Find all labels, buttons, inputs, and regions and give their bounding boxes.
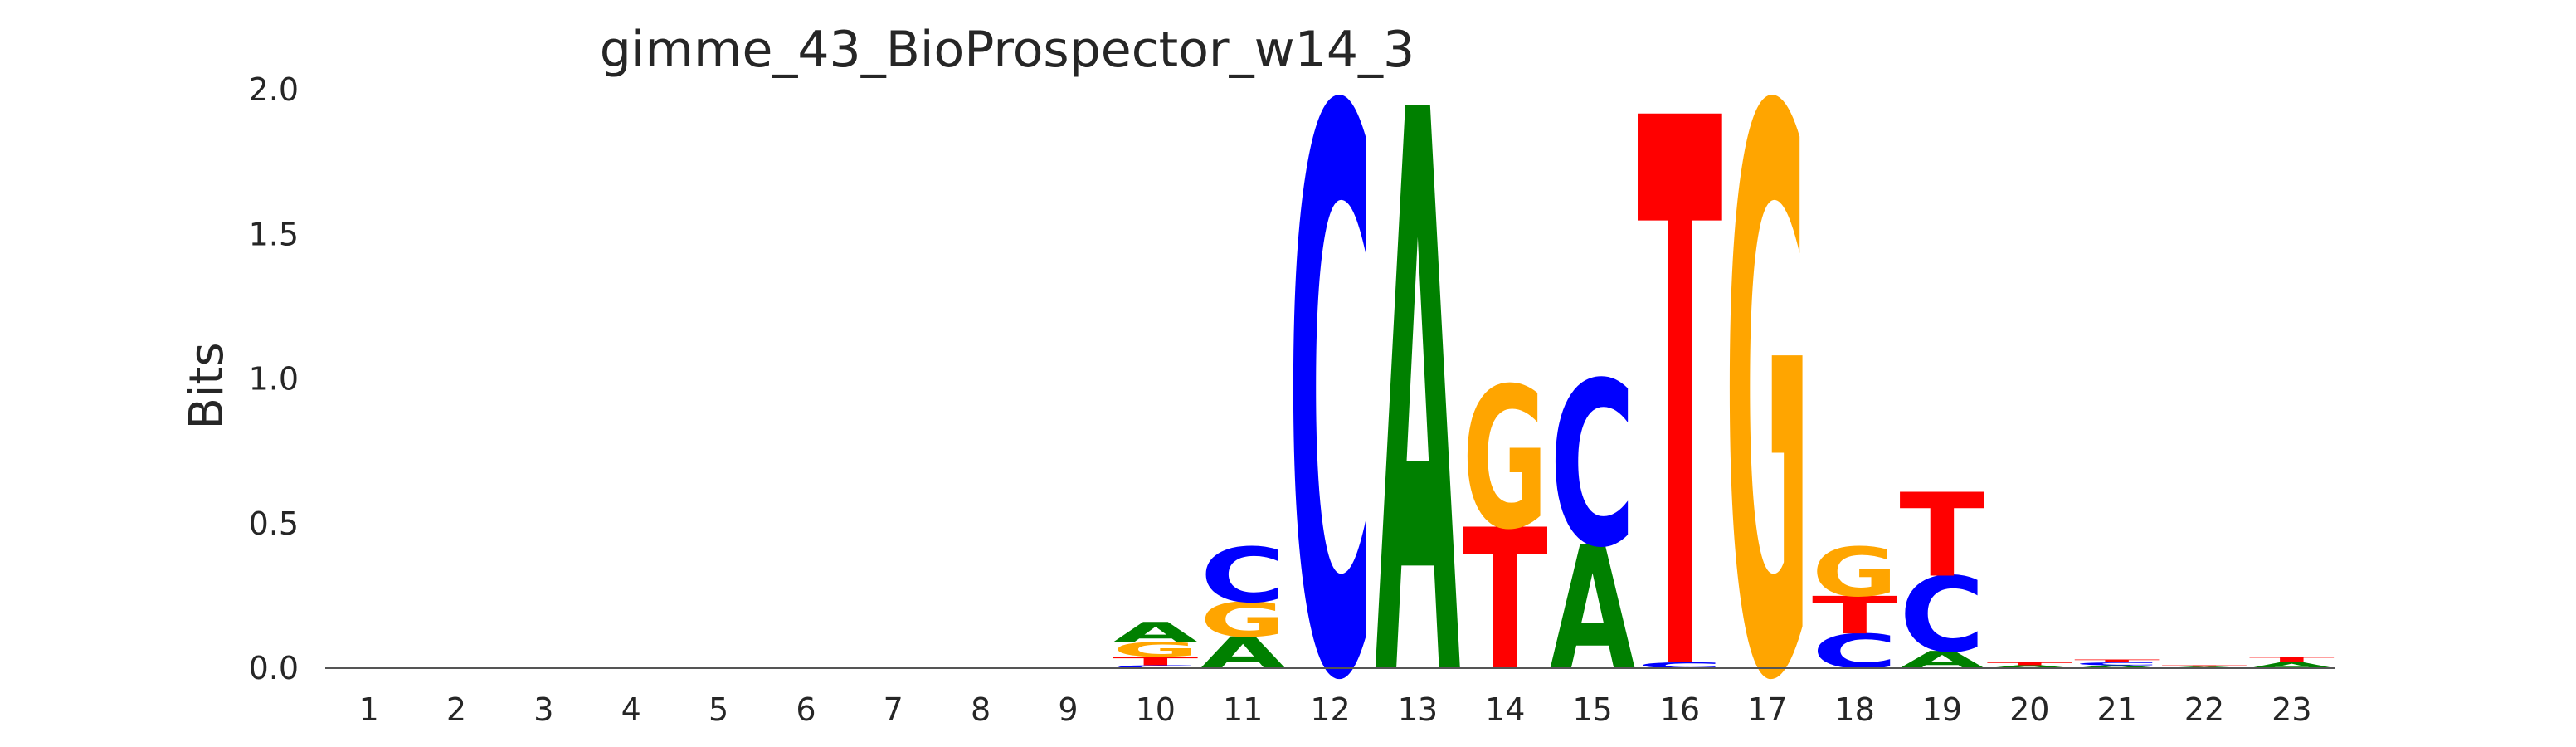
logo-letter-C: C	[1550, 335, 1635, 598]
logo-letter-G: G	[1463, 348, 1548, 574]
x-tick-label: 11	[1223, 691, 1263, 728]
logo-letter-T: T	[2161, 665, 2247, 667]
y-tick-label: 0.5	[249, 505, 299, 542]
logo-letter-A: A	[1899, 646, 1985, 674]
logo-letter-A: A	[1375, 0, 1461, 747]
logo-letter-G: G	[1812, 534, 1897, 612]
logo-letter-C: C	[2074, 662, 2160, 666]
x-tick-label: 16	[1660, 691, 1700, 728]
logo-letter-T: T	[1463, 489, 1548, 715]
logo-letter-C: C	[1288, 0, 1373, 747]
logo-letter-T: T	[1987, 662, 2072, 666]
logo-letter-C: C	[1113, 665, 1198, 670]
logo-letter-T: T	[1899, 470, 1984, 603]
logo-letter-A: A	[1987, 665, 2072, 670]
y-tick-label: 2.0	[249, 71, 299, 108]
x-tick-label: 1	[359, 691, 379, 728]
x-tick-label: 10	[1136, 691, 1176, 728]
logo-letter-T: T	[1812, 586, 1897, 646]
x-tick-label: 4	[621, 691, 641, 728]
x-tick-label: 15	[1572, 691, 1612, 728]
x-tick-label: 23	[2272, 691, 2311, 728]
y-axis: 0.0 0.5 1.0 1.5 2.0	[249, 71, 299, 686]
x-tick-label: 17	[1747, 691, 1787, 728]
x-tick-label: 13	[1398, 691, 1438, 728]
x-tick-label: 6	[796, 691, 816, 728]
logo-letter-T: T	[2249, 655, 2335, 664]
x-tick-label: 18	[1834, 691, 1874, 728]
logo-letter-C: C	[1200, 532, 1286, 620]
logo-letter-C: C	[1899, 556, 1984, 676]
x-axis: 1 2 3 4 5 6 7 8 9 10 11 12 13 14 15 16 17 18 19 20 21 22 23	[359, 691, 2312, 728]
logo-letter-G: G	[1113, 638, 1198, 662]
x-tick-label: 22	[2184, 691, 2224, 728]
x-tick-label: 5	[709, 691, 728, 728]
y-tick-label: 0.0	[249, 650, 299, 686]
logo-letter-T: T	[2074, 659, 2160, 664]
logo-stacks: CTGAAGCCATGACCTGCTGACTATACTATAT	[1113, 0, 2335, 747]
x-tick-label: 14	[1485, 691, 1525, 728]
y-axis-label: Bits	[180, 342, 234, 429]
x-tick-label: 12	[1310, 691, 1350, 728]
x-tick-label: 7	[884, 691, 903, 728]
logo-letter-A: A	[1200, 627, 1286, 678]
x-tick-label: 2	[446, 691, 466, 728]
logo-letter-C: C	[1812, 624, 1897, 680]
x-tick-label: 19	[1922, 691, 1962, 728]
logo-letter-T: T	[1637, 0, 1723, 747]
logo-letter-A: A	[1550, 510, 1635, 709]
logo-letter-G: G	[1200, 593, 1286, 648]
x-tick-label: 8	[971, 691, 991, 728]
x-tick-label: 3	[533, 691, 553, 728]
logo-letter-G: G	[1725, 0, 1810, 747]
logo-letter-A: A	[1113, 617, 1198, 649]
logo-letter-A: A	[2074, 665, 2160, 670]
y-tick-label: 1.5	[249, 216, 299, 252]
logo-letter-A: A	[2249, 661, 2335, 670]
chart-title: gimme_43_BioProspector_w14_3	[600, 21, 1415, 79]
logo-letter-C: C	[1637, 661, 1722, 670]
x-tick-label: 9	[1058, 691, 1078, 728]
y-tick-label: 1.0	[249, 361, 299, 398]
logo-letter-T: T	[1113, 654, 1198, 668]
x-tick-label: 21	[2096, 691, 2136, 728]
x-tick-label: 20	[2009, 691, 2049, 728]
